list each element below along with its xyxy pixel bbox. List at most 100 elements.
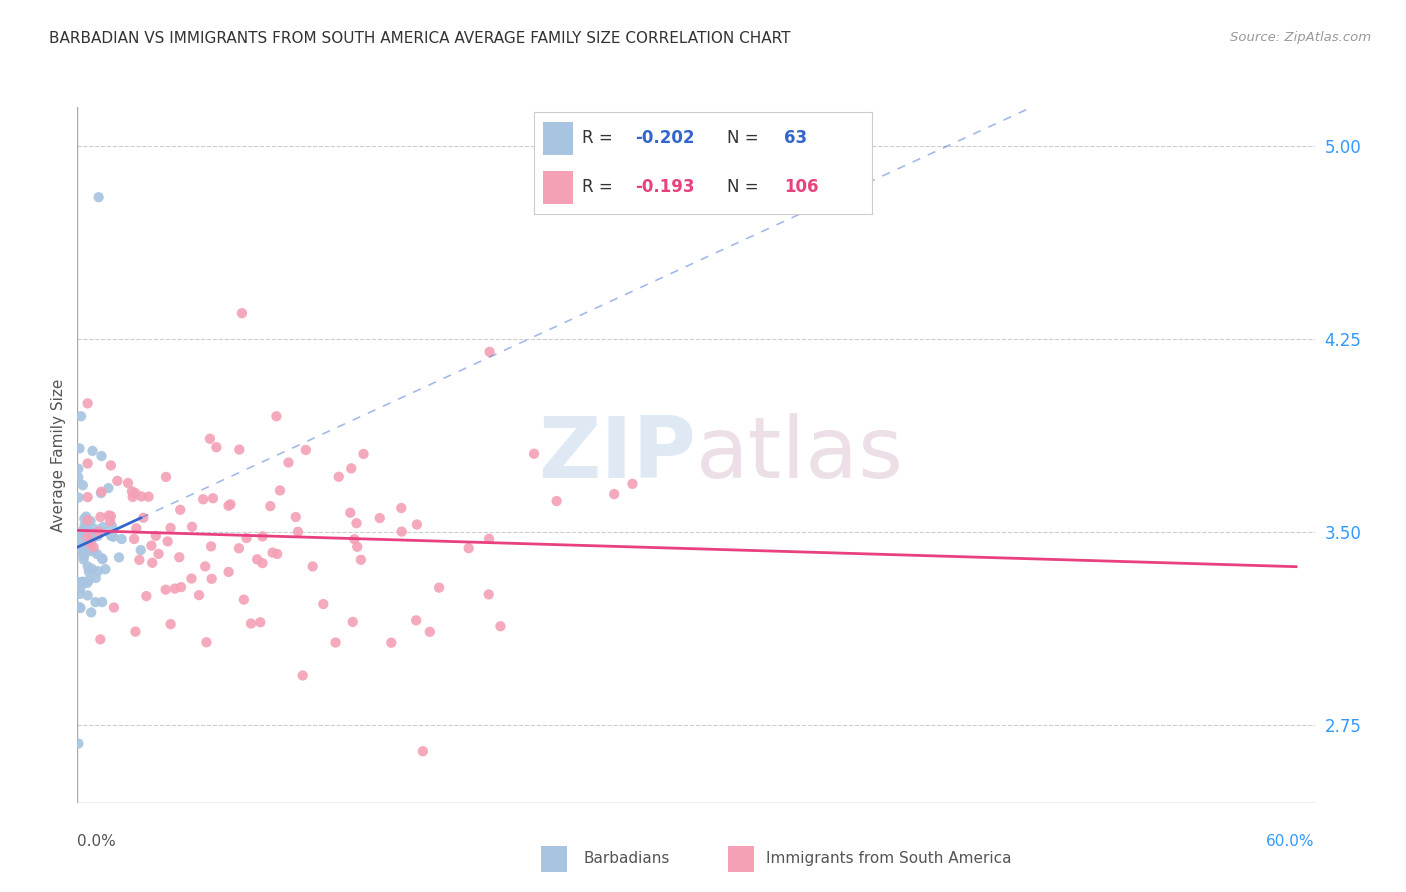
Point <box>87 190 110 204</box>
Text: Immigrants from South America: Immigrants from South America <box>766 851 1012 865</box>
Point <box>69 581 91 595</box>
Point <box>132 510 155 524</box>
Point <box>339 506 361 520</box>
Point <box>135 589 157 603</box>
Point <box>389 501 412 516</box>
Point <box>76 513 98 527</box>
Point <box>181 520 204 534</box>
Point <box>67 599 90 614</box>
Point <box>159 521 181 535</box>
Point <box>100 529 122 543</box>
Point <box>240 616 263 631</box>
FancyBboxPatch shape <box>543 122 574 154</box>
Point <box>343 533 366 547</box>
Point <box>76 490 98 504</box>
Point <box>121 484 143 499</box>
Text: atlas: atlas <box>696 413 904 497</box>
Point <box>86 547 108 561</box>
Point <box>86 529 108 543</box>
Point <box>328 469 350 483</box>
Point <box>148 547 170 561</box>
Point <box>201 572 224 586</box>
Point <box>266 547 288 561</box>
Point <box>80 533 103 547</box>
Point <box>70 409 93 424</box>
Point <box>69 442 91 456</box>
Point <box>287 524 309 539</box>
Point <box>478 532 501 546</box>
Point <box>235 531 257 545</box>
Text: R =: R = <box>582 129 617 147</box>
Point <box>72 548 94 562</box>
Point <box>108 550 131 565</box>
Text: -0.202: -0.202 <box>636 129 695 147</box>
Point <box>252 529 274 543</box>
Point <box>121 490 143 504</box>
Point <box>228 541 250 556</box>
Point <box>291 668 314 682</box>
Point <box>478 344 501 359</box>
Point <box>380 636 402 650</box>
Point <box>87 524 110 539</box>
Point <box>124 486 146 500</box>
Point <box>73 511 96 525</box>
Point <box>188 588 211 602</box>
Point <box>169 503 191 517</box>
Point <box>129 543 152 558</box>
Point <box>90 484 112 499</box>
Point <box>76 530 98 544</box>
Point <box>350 553 373 567</box>
Point <box>195 635 218 649</box>
Point <box>100 509 122 524</box>
Point <box>457 541 479 556</box>
Point <box>76 396 98 410</box>
Text: Source: ZipAtlas.com: Source: ZipAtlas.com <box>1230 31 1371 45</box>
Point <box>266 409 288 424</box>
Point <box>72 544 94 558</box>
Point <box>77 544 100 558</box>
Point <box>284 510 307 524</box>
Point <box>312 597 335 611</box>
Point <box>122 532 145 546</box>
Point <box>77 574 100 588</box>
Point <box>79 536 101 550</box>
Point <box>218 499 240 513</box>
Point <box>89 509 111 524</box>
Point <box>69 527 91 541</box>
Point <box>91 595 114 609</box>
Point <box>80 525 103 540</box>
Text: R =: R = <box>582 178 617 196</box>
Point <box>69 601 91 615</box>
Point <box>198 432 221 446</box>
Point <box>346 516 368 531</box>
Text: N =: N = <box>727 129 763 147</box>
Point <box>101 519 124 533</box>
Point <box>301 559 323 574</box>
Point <box>340 461 363 475</box>
Text: ZIP: ZIP <box>538 413 696 497</box>
Point <box>194 559 217 574</box>
Point <box>84 595 107 609</box>
Point <box>72 552 94 566</box>
Point <box>83 522 105 536</box>
Text: N =: N = <box>727 178 763 196</box>
Point <box>231 306 253 320</box>
Point <box>259 499 281 513</box>
Point <box>138 490 160 504</box>
Point <box>90 486 112 500</box>
Point <box>79 514 101 528</box>
Point <box>368 511 391 525</box>
Point <box>169 550 191 565</box>
Point <box>67 462 90 476</box>
Point <box>141 556 163 570</box>
Point <box>419 624 441 639</box>
Point <box>391 524 413 539</box>
Point <box>125 521 148 535</box>
Point <box>353 447 375 461</box>
Point <box>489 619 512 633</box>
Point <box>163 582 186 596</box>
Text: 60.0%: 60.0% <box>1267 834 1315 849</box>
Point <box>75 537 97 551</box>
Point <box>156 534 179 549</box>
Point <box>103 600 125 615</box>
